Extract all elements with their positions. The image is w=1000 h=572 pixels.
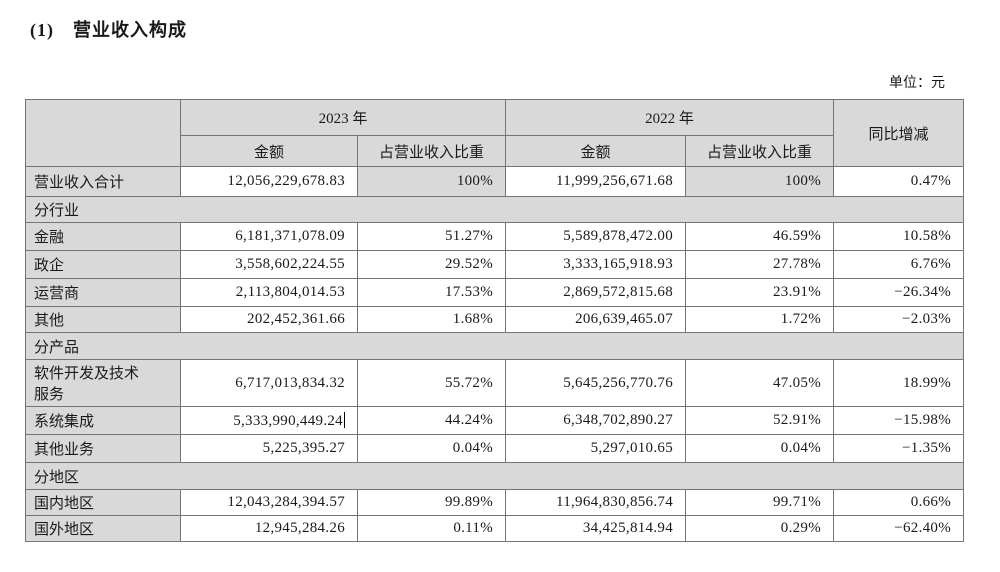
header-yoy: 同比增减: [833, 99, 965, 167]
ratio-2023-cell: 99.89%: [356, 489, 507, 516]
row-label: 其他: [25, 306, 181, 333]
section-row-region: 分地区: [24, 462, 965, 490]
amount-2022-cell: 5,589,878,472.00: [505, 222, 687, 251]
yoy-cell: −15.98%: [833, 406, 965, 435]
text-cursor: [344, 411, 345, 428]
row-label: 营业收入合计: [25, 166, 181, 197]
ratio-2023-cell: 29.52%: [356, 250, 507, 279]
section-label: 分行业: [24, 196, 965, 223]
yoy-cell: 10.58%: [833, 222, 965, 251]
amount-2023-cell: 3,558,602,224.55: [180, 250, 358, 279]
table-row: 政企 3,558,602,224.55 29.52% 3,333,165,918…: [25, 250, 965, 279]
header-year-2023: 2023 年: [179, 99, 507, 136]
amount-2022-cell: 5,297,010.65: [505, 434, 687, 463]
table-row: 金融 6,181,371,078.09 51.27% 5,589,878,472…: [25, 222, 965, 251]
table-row: 其他 202,452,361.66 1.68% 206,639,465.07 1…: [25, 306, 965, 333]
yoy-cell: −2.03%: [833, 306, 965, 333]
amount-2023-value: 5,333,990,449.24: [233, 412, 343, 429]
yoy-cell: 6.76%: [833, 250, 965, 279]
amount-2023-cell: 5,225,395.27: [180, 434, 358, 463]
ratio-2023-cell: 1.68%: [356, 306, 507, 333]
header-year-2022: 2022 年: [505, 99, 835, 136]
section-row-industry: 分行业: [24, 196, 965, 223]
ratio-2022-cell: 0.04%: [685, 434, 835, 463]
ratio-2022-cell: 1.72%: [685, 306, 835, 333]
amount-2022-cell: 6,348,702,890.27: [505, 406, 687, 435]
yoy-cell: −26.34%: [833, 278, 965, 307]
ratio-2023-cell: 100%: [356, 166, 507, 197]
ratio-2023-cell: 0.11%: [356, 515, 507, 542]
amount-2023-cell: 6,717,013,834.32: [180, 359, 358, 407]
row-label: 金融: [25, 222, 181, 251]
ratio-2022-cell: 23.91%: [685, 278, 835, 307]
amount-2023-cell: 6,181,371,078.09: [180, 222, 358, 251]
amount-2022-cell: 3,333,165,918.93: [505, 250, 687, 279]
ratio-2023-cell: 0.04%: [356, 434, 507, 463]
header-ratio-2022: 占营业收入比重: [685, 135, 835, 167]
table-row: 其他业务 5,225,395.27 0.04% 5,297,010.65 0.0…: [25, 434, 965, 463]
ratio-2023-cell: 44.24%: [356, 406, 507, 435]
ratio-2022-cell: 99.71%: [685, 489, 835, 516]
amount-2022-cell: 2,869,572,815.68: [505, 278, 687, 307]
ratio-2023-cell: 17.53%: [356, 278, 507, 307]
row-label: 软件开发及技术 服务: [25, 359, 181, 407]
ratio-2022-cell: 52.91%: [685, 406, 835, 435]
amount-2022-cell: 11,964,830,856.74: [505, 489, 687, 516]
amount-2023-cell: 12,043,284,394.57: [180, 489, 358, 516]
ratio-2023-cell: 55.72%: [356, 359, 507, 407]
ratio-2023-cell: 51.27%: [356, 222, 507, 251]
ratio-2022-cell: 27.78%: [685, 250, 835, 279]
amount-2023-cell: 202,452,361.66: [180, 306, 358, 333]
row-label: 政企: [25, 250, 181, 279]
amount-2023-cell: 12,945,284.26: [180, 515, 358, 542]
amount-2023-cell-editing[interactable]: 5,333,990,449.24: [180, 406, 358, 435]
unit-label: 单位：元: [889, 76, 945, 91]
yoy-cell: 0.47%: [833, 166, 965, 197]
amount-2023-cell: 2,113,804,014.53: [180, 278, 358, 307]
section-label: 分产品: [24, 332, 965, 360]
amount-2022-cell: 11,999,256,671.68: [505, 166, 687, 197]
row-label: 运营商: [25, 278, 181, 307]
amount-2022-cell: 206,639,465.07: [505, 306, 687, 333]
header-amount-2022: 金额: [505, 135, 687, 167]
table-row-total: 营业收入合计 12,056,229,678.83 100% 11,999,256…: [25, 166, 965, 197]
table-row: 国外地区 12,945,284.26 0.11% 34,425,814.94 0…: [25, 515, 965, 542]
yoy-cell: 18.99%: [833, 359, 965, 407]
table-row: 运营商 2,113,804,014.53 17.53% 2,869,572,81…: [25, 278, 965, 307]
row-label: 其他业务: [25, 434, 181, 463]
revenue-composition-table: 2023 年 2022 年 同比增减 金额 占营业收入比重 金额 占营业收入比重…: [24, 99, 965, 542]
header-empty-cell: [25, 99, 181, 167]
section-row-product: 分产品: [24, 332, 965, 360]
row-label: 系统集成: [25, 406, 181, 435]
amount-2023-cell: 12,056,229,678.83: [180, 166, 358, 197]
ratio-2022-cell: 47.05%: [685, 359, 835, 407]
table-row: 系统集成 5,333,990,449.24 44.24% 6,348,702,8…: [25, 406, 965, 435]
ratio-2022-cell: 46.59%: [685, 222, 835, 251]
table-row: 国内地区 12,043,284,394.57 99.89% 11,964,830…: [25, 489, 965, 516]
row-label: 国内地区: [25, 489, 181, 516]
ratio-2022-cell: 100%: [685, 166, 835, 197]
table-row: 软件开发及技术 服务 6,717,013,834.32 55.72% 5,645…: [25, 359, 965, 407]
section-title: (1) 营业收入构成: [30, 20, 187, 40]
amount-2022-cell: 34,425,814.94: [505, 515, 687, 542]
ratio-2022-cell: 0.29%: [685, 515, 835, 542]
header-ratio-2023: 占营业收入比重: [356, 135, 507, 167]
section-label: 分地区: [24, 462, 965, 490]
row-label: 国外地区: [25, 515, 181, 542]
amount-2022-cell: 5,645,256,770.76: [505, 359, 687, 407]
header-amount-2023: 金额: [180, 135, 358, 167]
yoy-cell: −1.35%: [833, 434, 965, 463]
yoy-cell: −62.40%: [833, 515, 965, 542]
yoy-cell: 0.66%: [833, 489, 965, 516]
